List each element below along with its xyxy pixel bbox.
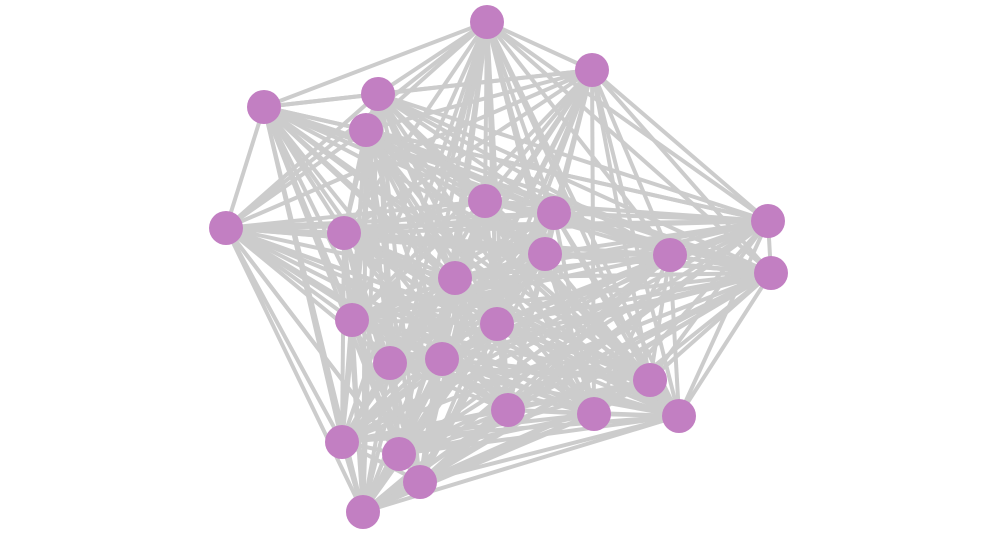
graph-edge	[351, 318, 498, 326]
graph-edge	[669, 253, 772, 275]
graph-edge	[454, 219, 769, 280]
edge-layer	[224, 20, 773, 514]
graph-edge	[351, 271, 772, 322]
graph-edge	[341, 408, 509, 444]
graph-node	[577, 397, 611, 431]
graph-edge	[590, 69, 596, 415]
node-layer	[209, 5, 788, 529]
graph-edge	[485, 20, 770, 223]
graph-edge	[441, 357, 651, 382]
graph-node	[575, 53, 609, 87]
graph-node	[349, 113, 383, 147]
graph-node	[382, 437, 416, 471]
graph-node	[209, 211, 243, 245]
graph-edge	[441, 271, 772, 361]
graph-node	[653, 238, 687, 272]
graph-edge	[224, 128, 368, 230]
graph-node	[403, 465, 437, 499]
graph-node	[468, 184, 502, 218]
graph-edge	[441, 357, 680, 418]
graph-edge	[350, 199, 487, 322]
graph-edge	[361, 277, 457, 513]
graph-edge	[590, 68, 770, 223]
graph-node	[633, 363, 667, 397]
graph-node	[438, 261, 472, 295]
graph-edge	[418, 323, 499, 483]
graph-edge	[398, 408, 509, 456]
graph-edge	[553, 211, 769, 223]
graph-edge	[397, 219, 770, 456]
graph-node	[325, 425, 359, 459]
graph-node	[327, 216, 361, 250]
graph-edge	[496, 271, 772, 326]
graph-edge	[486, 20, 593, 72]
graph-edge	[224, 106, 266, 229]
graph-edge	[398, 412, 595, 456]
graph-edge	[343, 211, 555, 235]
graph-edge	[351, 276, 456, 322]
graph-node	[662, 399, 696, 433]
graph-node	[247, 90, 281, 124]
graph-edge	[377, 68, 593, 96]
graph-node	[528, 237, 562, 271]
graph-edge	[677, 271, 773, 418]
graph-node	[751, 204, 785, 238]
graph-edge	[351, 219, 769, 322]
graph-edge	[361, 408, 510, 514]
graph-edge	[677, 220, 770, 417]
graph-node	[480, 307, 514, 341]
graph-edge	[496, 322, 680, 418]
graph-edge	[454, 253, 671, 280]
graph-node	[373, 346, 407, 380]
graph-edge	[340, 357, 444, 444]
graph-node	[361, 77, 395, 111]
graph-node	[754, 256, 788, 290]
graph-edge	[343, 199, 486, 235]
graph-edge	[398, 271, 772, 456]
graph-edge	[398, 378, 651, 456]
graph-edge	[389, 361, 509, 412]
graph-node	[425, 342, 459, 376]
graph-edge	[388, 362, 422, 483]
graph-node	[335, 303, 369, 337]
graph-edge	[377, 92, 671, 257]
graph-edge	[377, 92, 769, 223]
graph-edge	[224, 92, 380, 230]
graph-node	[491, 393, 525, 427]
graph-edge	[340, 319, 354, 443]
graph-edge	[224, 227, 365, 513]
graph-node	[346, 495, 380, 529]
graph-edge	[263, 20, 488, 109]
graph-node	[470, 5, 504, 39]
graph-edge	[362, 412, 595, 514]
graph-edge	[263, 92, 379, 109]
graph-edge	[418, 358, 444, 483]
graph-edge	[340, 232, 346, 443]
graph-node	[537, 196, 571, 230]
graph-edge	[365, 128, 769, 223]
graph-edge	[454, 276, 651, 382]
graph-edge	[225, 199, 486, 230]
graph-edge	[454, 271, 772, 280]
graph-edge	[496, 322, 651, 382]
